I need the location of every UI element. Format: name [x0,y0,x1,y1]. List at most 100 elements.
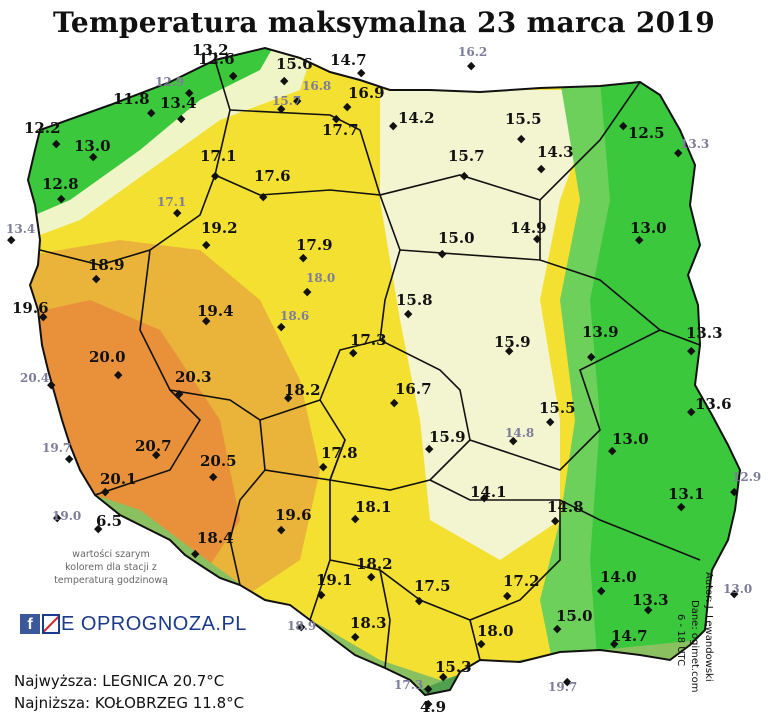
station-marker: ◆ [293,94,302,107]
station-max-value: 18.4 [197,529,234,547]
station-marker: ◆ [349,346,358,359]
station-max-value: 14.2 [398,109,435,127]
station-marker: ◆ [597,584,606,597]
hourly-station-value: 14.8 [505,426,534,440]
station-max-value: 19.1 [316,571,353,589]
station-marker: ◆ [47,378,56,391]
station-max-value: 11.8 [113,90,150,108]
hourly-station-value: 17.3 [394,678,423,692]
hourly-station-value: 15.7 [272,94,301,108]
station-marker: ◆ [191,547,200,560]
station-max-value: 17.7 [322,121,359,139]
station-marker: ◆ [587,350,596,363]
station-marker: ◆ [65,452,74,465]
grey-values-note: wartości szarym kolorem dla stacji z tem… [54,549,168,586]
station-marker: ◆ [92,272,101,285]
station-marker: ◆ [367,570,376,583]
station-marker: ◆ [389,119,398,132]
hourly-station-value: 18.0 [306,271,335,285]
station-layer: ◆13.2◆12.6◆15.6 ◆14.7 ◆16.2◆12.9◆16.8◆15.7… [6,41,761,716]
station-max-value: 14.1 [470,483,507,501]
station-marker: ◆ [424,682,433,695]
station-max-value: 15.7 [448,147,485,165]
station-marker: ◆ [89,150,98,163]
station-max-value: 16.9 [348,84,385,102]
station-marker: ◆ [537,162,546,175]
station-max-value: 12.8 [42,175,79,193]
station-max-value: 13.2 [192,41,229,59]
credits-source: Dane: ogimet.com [689,600,700,692]
station-marker: ◆ [202,238,211,251]
station-marker: ◆ [505,344,514,357]
station-max-value: 19.4 [197,302,234,320]
station-max-value: 15.0 [556,607,593,625]
weather-m-icon [42,614,60,634]
station-max-value: 17.1 [200,147,237,165]
station-marker: ◆ [277,320,286,333]
hourly-station-value: 19.7 [548,680,577,694]
station-marker: ◆ [319,460,328,473]
meteoprognoza-logo[interactable]: f E OPROGNOZA.PL [20,612,247,636]
station-marker: ◆ [297,620,306,633]
station-max-value: 20.1 [100,470,137,488]
station-max-value: 17.3 [350,331,387,349]
station-max-value: 6.5 [96,512,122,530]
station-marker: ◆ [39,310,48,323]
highest-temperature: Najwyższa: LEGNICA 20.7°C [14,672,225,690]
credits: Autor: J. Lewandowski Dane: ogimet.com 6… [650,570,720,710]
station-marker: ◆ [209,470,218,483]
station-marker: ◆ [546,415,555,428]
station-max-value: 18.2 [356,555,393,573]
station-max-value: 15.9 [494,333,531,351]
station-marker: ◆ [280,74,289,87]
station-marker: ◆ [7,233,16,246]
station-max-value: 14.7 [611,627,648,645]
station-marker: ◆ [404,307,413,320]
station-max-value: 13.6 [695,395,732,413]
station-marker: ◆ [730,485,739,498]
station-max-value: 14.0 [600,568,637,586]
station-marker: ◆ [644,603,653,616]
station-marker: ◆ [177,112,186,125]
station-max-value: 13.0 [612,430,649,448]
station-max-value: 13.4 [160,94,197,112]
station-max-value: 13.3 [686,324,723,342]
map-title: Temperatura maksymalna 23 marca 2019 [52,6,716,39]
station-marker: ◆ [351,630,360,643]
station-max-value: 14.7 [330,51,367,69]
station-max-value: 19.6 [12,299,49,317]
station-marker: ◆ [467,59,476,72]
station-marker: ◆ [533,232,542,245]
station-max-value: 12.5 [628,124,665,142]
station-max-value: 19.2 [201,219,238,237]
hourly-station-value: 16.2 [458,45,487,59]
hourly-station-value: 13.4 [6,222,35,236]
station-marker: ◆ [424,697,433,710]
station-marker: ◆ [439,670,448,683]
station-marker: ◆ [343,100,352,113]
station-marker: ◆ [175,387,184,400]
station-marker: ◆ [563,675,572,688]
station-marker: ◆ [553,622,562,635]
station-max-value: 15.3 [435,658,472,676]
station-max-value: 17.8 [321,444,358,462]
station-marker: ◆ [332,112,341,125]
station-marker: ◆ [57,192,66,205]
station-max-value: 13.0 [74,137,111,155]
station-marker: ◆ [619,119,628,132]
facebook-icon[interactable]: f [20,614,40,634]
station-max-value: 18.1 [355,498,392,516]
station-marker: ◆ [425,442,434,455]
station-marker: ◆ [608,444,617,457]
station-marker: ◆ [730,587,739,600]
hourly-station-value: 19.7 [42,441,71,455]
station-marker: ◆ [53,511,62,524]
hourly-station-value: 13.3 [680,137,709,151]
station-marker: ◆ [460,169,469,182]
station-max-value: 20.7 [135,437,172,455]
station-marker: ◆ [687,405,696,418]
station-max-value: 12.6 [198,50,235,68]
hourly-station-value: 13.0 [723,582,752,596]
station-max-value: 20.3 [175,368,212,386]
